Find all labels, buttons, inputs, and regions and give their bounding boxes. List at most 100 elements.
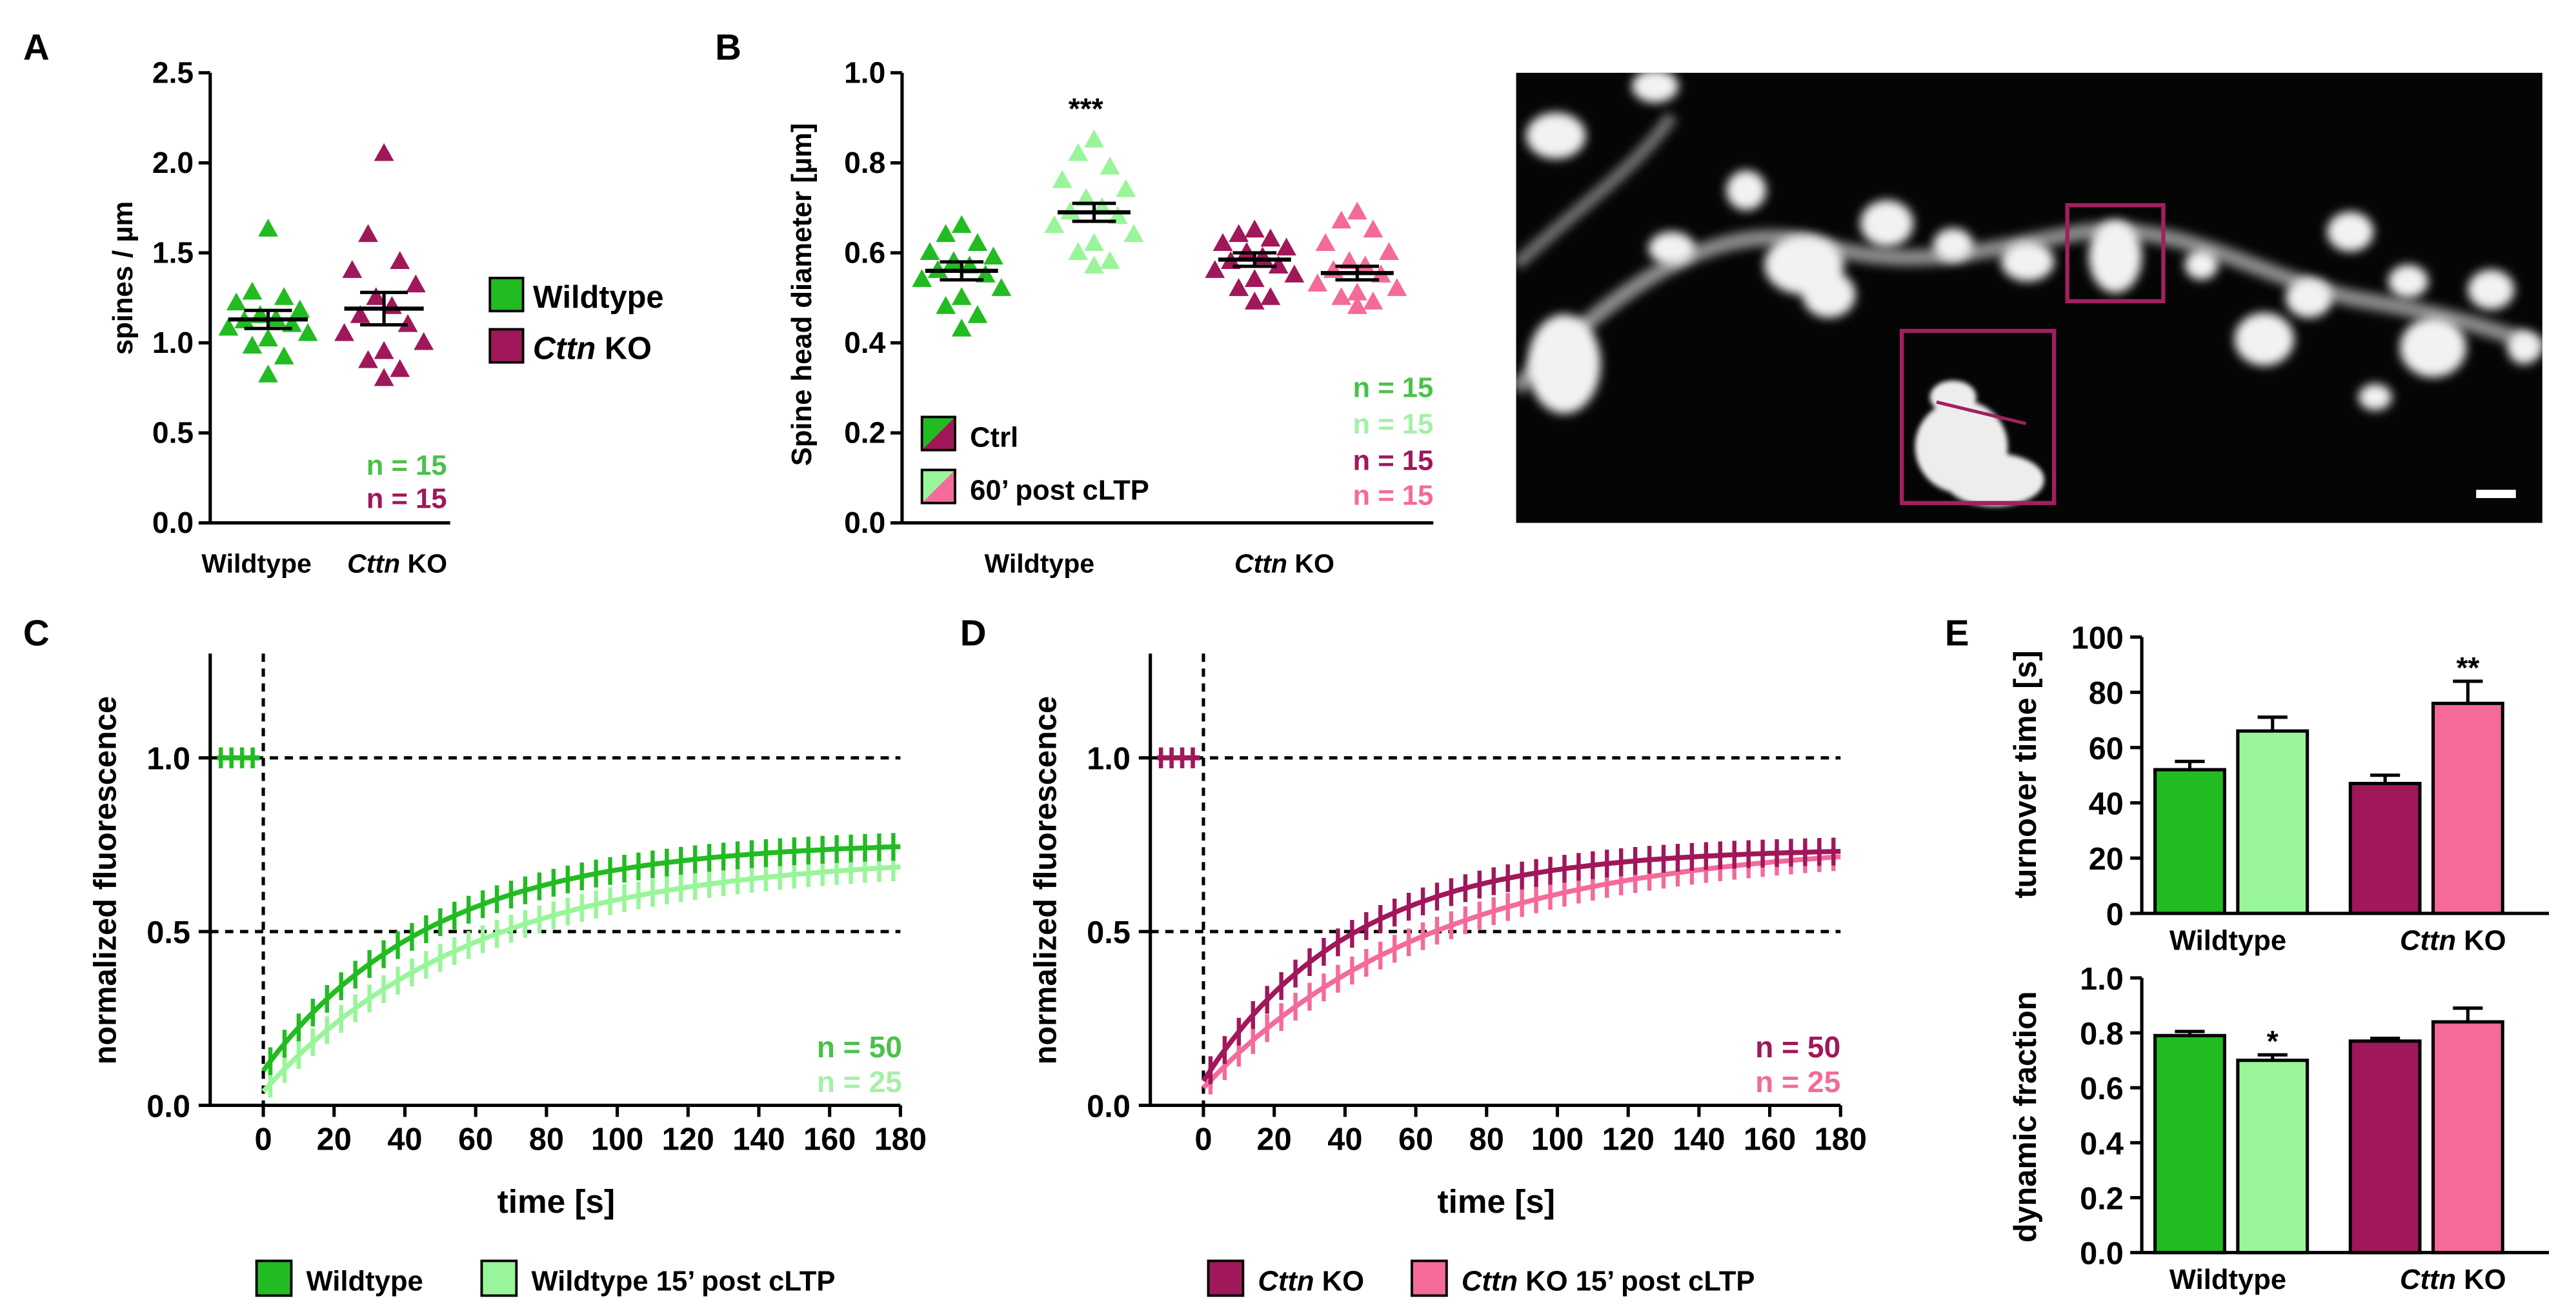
panel-b-point-3-1 [1331,210,1352,229]
panel-b-point-3-12 [1331,287,1352,305]
panel-b-point-0-8 [975,264,996,283]
panel-e-bottom-bar-1-0 [2348,1039,2422,1255]
panel-b-point-0-14 [951,318,972,337]
panel-b-point-2-14 [1244,292,1265,310]
panel-a-point-1-0 [374,143,394,161]
panel-e-bottom-bar-0-0 [2153,1033,2226,1255]
panel-e-top-bar-1-0 [2348,781,2422,915]
panel-b-point-0-13 [967,304,988,323]
legend-c-label-cltp: Wildtype 15’ post cLTP [531,1266,835,1297]
panel-b-point-3-4 [1379,242,1399,261]
panel-c-n-cltp: n = 25 [817,1065,902,1099]
panel-b-point-0-0 [951,215,972,234]
panel-b-point-3-7 [1323,260,1343,278]
panel-b-point-3-9 [1307,274,1328,292]
panel-b-point-2-11 [1244,269,1265,287]
panel-a-point-1-8 [397,314,418,332]
panel-e: E turnover time [s] dynamic fraction 0 20… [1945,612,2550,1295]
panel-b-xlabel-ko: Cttn KO [1234,548,1334,578]
panel-a-point-0-2 [274,287,294,305]
panel-a-point-1-1 [358,224,378,243]
panel-b-ytick-label-5: 1.0 [844,55,885,89]
panel-b-point-1-3 [1052,170,1072,188]
panel-b-point-3-10 [1387,278,1407,296]
panel-e-bottom-ytick-label-0: 0.0 [2080,1237,2124,1271]
panel-c-xtick-label-6: 120 [662,1122,714,1157]
panel-a-point-1-7 [350,304,370,323]
inset [1899,328,2057,506]
panel-a-points [218,143,434,386]
legend-label-cltp: 60’ post cLTP [970,475,1149,506]
panel-a-point-0-12 [242,335,263,354]
panel-b-point-2-9 [1205,260,1225,278]
panel-e-bottom-xlabel-wt: Wildtype [2169,1264,2286,1295]
panel-c-xtick-label-1: 20 [317,1122,352,1157]
panel-e-top-bar-0-1 [2236,729,2309,915]
panel-e-bottom-significance: * [2267,1024,2279,1058]
panel-d-xtick-label-4: 80 [1469,1122,1504,1157]
panel-b-n-wt-ctrl: n = 15 [1353,373,1433,404]
panel-d-xtick-label-8: 160 [1744,1122,1796,1157]
panel-b-point-0-11 [951,287,972,305]
panel-c-ytick-label-0: 0.0 [146,1089,190,1124]
panel-b-n-ko-cltp: n = 15 [1353,480,1433,511]
panel-d-xtick-label-3: 60 [1398,1122,1433,1157]
panel-a-n-wt: n = 15 [367,450,447,481]
panel-b-point-0-3 [920,242,940,261]
panel-b-point-2-12 [1229,278,1249,296]
panel-b-point-1-1 [1068,143,1089,161]
panel-d-xtick-label-7: 140 [1673,1122,1725,1157]
panel-a-point-1-2 [390,251,410,269]
panel-c-xtick-label-8: 160 [803,1122,856,1157]
panel-b-point-1-5 [1076,188,1096,206]
panel-d-n-cltp: n = 25 [1755,1065,1840,1099]
panel-b-n-wt-cltp: n = 15 [1353,409,1433,440]
inset-frame [1899,328,2057,505]
legend-swatch-wildtype [488,276,525,313]
panel-b-point-0-10 [991,278,1012,296]
panel-e-bottom-bar-1-1 [2431,1020,2504,1255]
panel-a-point-1-3 [342,260,363,278]
panel-d-ytick-label-0: 0.0 [1087,1089,1131,1124]
figure-root: A spines / µm 0.0 0.5 1.0 1.5 2.0 2.5 Wildtyp… [23,26,2550,1297]
panel-a: A spines / µm 0.0 0.5 1.0 1.5 2.0 2.5 Wildtyp… [23,26,664,578]
panel-c-xlabel: time [s] [498,1183,615,1220]
panel-a-point-0-3 [226,292,247,311]
panel-b-ytick-label-2: 0.4 [844,326,885,359]
legend-c-swatch-wt [255,1259,293,1297]
panel-e-top-ytick-label-5: 100 [2071,621,2124,655]
legend-c-swatch-cltp [480,1259,518,1297]
panel-a-ytick-label-5: 2.5 [152,55,194,89]
scale-bar [2476,490,2516,499]
panel-b-significance: *** [1069,92,1103,126]
panel-b-point-0-2 [967,233,988,252]
panel-a-point-0-4 [290,299,310,318]
legend-d-label-cltp: Cttn KO 15’ post cLTP [1462,1266,1755,1297]
panel-b-point-1-13 [1100,251,1120,269]
panel-e-bottom-plot: 0.0 0.2 0.4 0.6 0.8 1.0 * [2080,962,2550,1271]
panel-a-point-1-4 [405,274,426,293]
panel-c-ytick-label-1: 0.5 [146,915,190,950]
panel-d-plot: 0.0 0.5 1.0 0 20 40 60 80 100 120 140 160 180 [1087,653,1867,1157]
panel-b-point-3-3 [1315,233,1336,252]
panel-b-point-3-6 [1355,255,1376,274]
panel-b-point-2-10 [1284,264,1305,283]
panel-d-xlabel: time [s] [1438,1183,1555,1220]
panel-a-xlabel-wildtype: Wildtype [201,548,312,578]
panel-b-points [912,129,1407,337]
panel-b-point-3-13 [1363,292,1384,310]
panel-a-point-0-11 [258,328,278,346]
panel-c-xtick-label-0: 0 [254,1122,272,1157]
panel-b-point-1-4 [1116,179,1136,197]
panel-b-yticks: 0.0 0.2 0.4 0.6 0.8 1.0 [844,55,902,539]
panel-b-point-2-1 [1229,224,1249,243]
panel-b-point-1-10 [1123,224,1144,243]
legend-label-wildtype: Wildtype [533,280,664,315]
panel-e-bottom-ytick-label-5: 1.0 [2080,962,2124,997]
panel-b-point-0-1 [936,224,956,243]
panel-c-xtick-label-3: 60 [458,1122,493,1157]
panel-a-xlabel-ko: Cttn KO [347,548,447,578]
panel-b-point-0-4 [983,246,1003,264]
panel-d-ytick-label-2: 1.0 [1087,742,1131,777]
